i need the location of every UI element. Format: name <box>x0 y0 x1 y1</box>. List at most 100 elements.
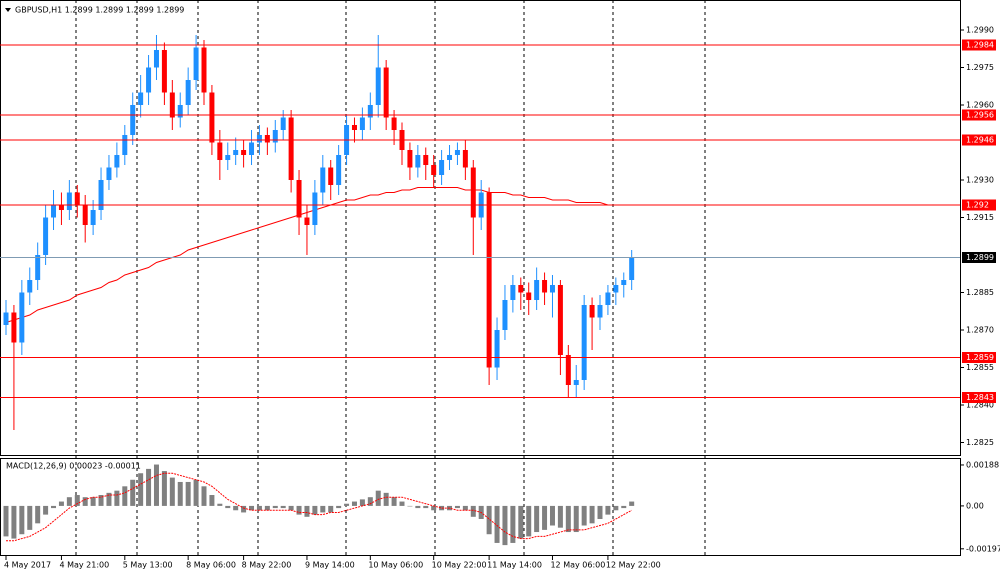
candle-body <box>106 167 112 180</box>
candle-body <box>304 217 310 225</box>
macd-bar <box>613 505 619 511</box>
level-label-box <box>962 39 996 51</box>
candle-body <box>312 192 318 225</box>
macd-bar <box>98 495 104 506</box>
symbol-arrow <box>5 8 11 12</box>
candle-body <box>534 280 540 300</box>
macd-bar <box>549 505 555 526</box>
y-tick-label: 1.2960 <box>966 101 994 110</box>
candle-body <box>122 135 128 155</box>
candle-body <box>565 355 571 385</box>
candle-body <box>336 155 342 185</box>
level-label: 1.2984 <box>966 41 994 50</box>
macd-bar <box>225 505 231 509</box>
level-label-box <box>962 109 996 121</box>
candle-body <box>629 257 635 280</box>
candle-body <box>280 117 286 130</box>
x-tick-label: 10 May 06:00 <box>368 561 423 570</box>
candle-body <box>98 180 104 210</box>
chart-title: GBPUSD,H1 1.2899 1.2899 1.2899 1.2899 <box>15 6 184 15</box>
macd-bar <box>90 497 96 506</box>
macd-bar <box>542 505 548 530</box>
macd-bar <box>241 505 247 513</box>
macd-bar <box>518 505 524 539</box>
candle-body <box>35 255 41 280</box>
macd-bar <box>589 505 595 524</box>
candle-body <box>11 312 17 343</box>
x-tick-label: 4 May 2017 <box>4 561 51 570</box>
macd-bar <box>557 505 563 528</box>
macd-bar <box>399 501 405 506</box>
y-tick-label: 1.2930 <box>966 176 994 185</box>
macd-bar <box>359 499 365 506</box>
candle-body <box>288 117 294 180</box>
candle-body <box>225 155 231 160</box>
macd-bar <box>35 505 41 524</box>
macd-bar <box>629 501 635 506</box>
macd-bar <box>146 468 152 506</box>
candle-body <box>351 125 357 130</box>
level-label-box <box>962 199 996 211</box>
candle-body <box>114 155 120 168</box>
x-tick-label: 12 May 22:00 <box>606 561 661 570</box>
y-tick-label: 1.2975 <box>966 63 994 72</box>
current-price-box <box>962 252 996 263</box>
macd-bar <box>193 479 199 506</box>
macd-bar <box>605 505 611 515</box>
macd-bar <box>280 505 286 509</box>
macd-bar <box>27 505 33 530</box>
macd-bar <box>510 505 516 543</box>
macd-bar <box>454 505 460 509</box>
candle-body <box>19 292 25 343</box>
x-tick-label: 5 May 13:00 <box>123 561 173 570</box>
candle-body <box>82 205 88 225</box>
candle-body <box>549 285 555 293</box>
candle-body <box>209 92 215 143</box>
candle-body <box>407 150 413 168</box>
candle-body <box>431 165 437 175</box>
candle-body <box>581 305 587 380</box>
candle-body <box>3 312 9 325</box>
macd-bar <box>502 505 508 546</box>
macd-bar <box>209 495 215 506</box>
macd-bar <box>19 505 25 535</box>
candle-body <box>605 292 611 305</box>
macd-title: MACD(12,26,9) 0.00023 -0.00011 <box>6 462 141 471</box>
macd-bar <box>328 505 334 513</box>
candle-body <box>447 155 453 160</box>
candle-body <box>138 92 144 105</box>
x-tick-label: 8 May 06:00 <box>186 561 236 570</box>
macd-bar <box>573 505 579 533</box>
y-tick-label: 1.2885 <box>966 288 994 297</box>
moving-average <box>5 187 632 323</box>
macd-bar <box>581 505 587 526</box>
candle-body <box>58 205 64 210</box>
candle-body <box>241 150 247 155</box>
y-tick-label: 1.2870 <box>966 326 994 335</box>
day-separators <box>75 0 706 556</box>
candle-body <box>193 47 199 80</box>
x-tick-label: 8 May 22:00 <box>242 561 292 570</box>
macd-bar <box>3 505 9 537</box>
macd-bar <box>431 505 437 511</box>
candle-body <box>383 67 389 118</box>
macd-bar <box>138 473 144 506</box>
candle-body <box>367 105 373 118</box>
candle-body <box>573 380 579 385</box>
main-panel <box>0 0 961 456</box>
candle-body <box>518 285 524 293</box>
macd-bar <box>82 497 88 506</box>
candle-body <box>502 300 508 330</box>
current-price-label: 1.2899 <box>966 253 994 262</box>
candle-body <box>391 117 397 130</box>
candle-body <box>217 142 223 160</box>
level-label-box <box>962 392 996 403</box>
macd-bar <box>288 505 294 511</box>
macd-bar <box>383 492 389 506</box>
candle-body <box>27 280 33 293</box>
macd-bar <box>597 505 603 519</box>
macd-bar <box>336 505 342 509</box>
candle-body <box>415 155 421 168</box>
macd-bar <box>351 501 357 506</box>
macd-bar <box>249 505 255 511</box>
